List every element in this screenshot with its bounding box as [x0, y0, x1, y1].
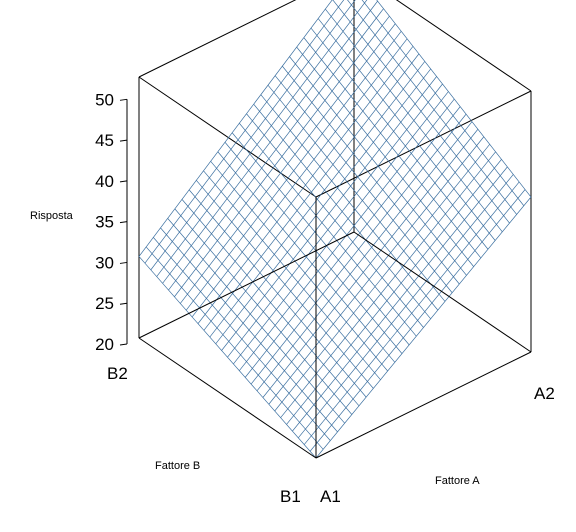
y-tick-label-B1: B1	[280, 487, 301, 506]
mesh-line	[325, 8, 503, 233]
mesh-line	[347, 0, 517, 215]
z-tick-mark	[119, 302, 128, 305]
mesh-line	[376, 0, 532, 198]
box-edge	[315, 351, 532, 459]
z-tick-label: 20	[95, 335, 114, 354]
z-tick-mark	[119, 180, 128, 183]
mesh-line	[303, 37, 482, 259]
box-edge	[138, 231, 355, 339]
mesh-line	[203, 53, 420, 331]
mesh-line	[361, 0, 525, 206]
mesh-line	[168, 8, 384, 291]
mesh-line	[156, 0, 368, 277]
mesh-line	[150, 0, 356, 271]
z-tick-label: 30	[95, 253, 114, 272]
mesh-line	[253, 103, 431, 320]
z-tick-mark	[119, 139, 128, 142]
z-axis-label: Risposta	[30, 210, 74, 222]
box-back-edges	[138, 0, 532, 352]
mesh-line	[215, 68, 431, 344]
mesh-line	[227, 83, 443, 358]
z-tick-mark	[119, 343, 128, 346]
box-front-edges	[138, 197, 532, 459]
mesh-line	[267, 84, 446, 302]
mesh-line	[221, 76, 437, 351]
box-edge	[138, 337, 317, 459]
mesh-line	[317, 18, 496, 241]
mesh-line	[209, 61, 426, 338]
x-tick-label-A2: A2	[534, 384, 555, 403]
z-tick-label: 45	[95, 131, 114, 150]
mesh-line	[144, 0, 345, 264]
x-tick-label-A1: A1	[320, 487, 341, 506]
mesh-line	[162, 0, 378, 284]
mesh-line	[310, 27, 489, 250]
mesh-line	[260, 94, 439, 311]
mesh-line	[332, 0, 510, 224]
x-axis-label: Fattore A	[435, 475, 480, 487]
surface-mesh	[138, 0, 532, 459]
mesh-line	[296, 46, 474, 267]
mesh-line	[274, 75, 453, 293]
z-tick-label: 40	[95, 172, 114, 191]
z-tick-label: 50	[95, 90, 114, 109]
box-edge	[138, 76, 317, 198]
z-tick-mark	[119, 98, 128, 101]
mesh-line	[282, 65, 460, 285]
z-tick-mark	[119, 261, 128, 264]
box-edge	[138, 0, 297, 78]
mesh-line	[138, 0, 333, 257]
z-axis: 20 25 30 35 40 45 50	[95, 90, 128, 354]
box-edge	[395, 0, 532, 92]
y-tick-label-B2: B2	[107, 364, 128, 383]
box-edge	[353, 231, 532, 353]
z-tick-label: 25	[95, 294, 114, 313]
mesh-line	[174, 15, 390, 297]
z-tick-mark	[119, 221, 128, 224]
z-tick-label: 35	[95, 213, 114, 232]
y-axis-label: Fattore B	[155, 460, 200, 472]
box-edge	[315, 90, 532, 198]
